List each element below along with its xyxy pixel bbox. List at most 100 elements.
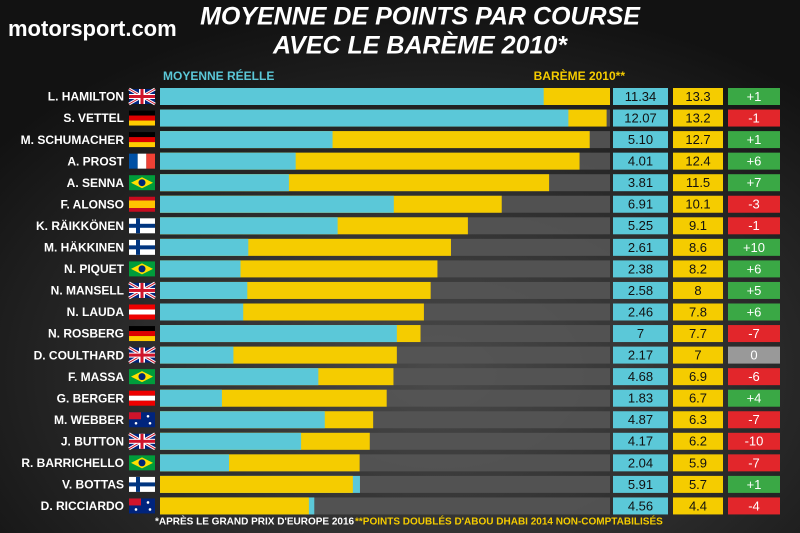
brand-logo: motorsport.com bbox=[8, 16, 177, 41]
difference-label: -4 bbox=[748, 498, 760, 513]
difference-cell bbox=[728, 238, 780, 256]
value-label: 4.56 bbox=[628, 498, 653, 513]
difference-label: +10 bbox=[743, 240, 765, 255]
value-label: 6.91 bbox=[628, 197, 653, 212]
value-cell bbox=[613, 238, 668, 256]
value-label: 6.3 bbox=[689, 412, 707, 427]
bar bbox=[160, 238, 249, 256]
difference-cell bbox=[728, 497, 780, 515]
flag bbox=[138, 265, 146, 273]
value-cell bbox=[613, 325, 668, 343]
value-cell bbox=[613, 411, 668, 429]
y-tick-label: N. PIQUET bbox=[64, 262, 125, 276]
value-label: 9.1 bbox=[689, 218, 707, 233]
bar bbox=[160, 217, 338, 235]
value-cell bbox=[673, 109, 723, 127]
bar bbox=[160, 497, 309, 515]
value-cell bbox=[673, 325, 723, 343]
flag bbox=[129, 353, 155, 357]
y-tick-label: F. ALONSO bbox=[60, 197, 124, 211]
difference-label: +1 bbox=[747, 132, 762, 147]
bar bbox=[160, 325, 397, 343]
chart-title: AVEC LE BARÈME 2010* bbox=[272, 31, 568, 60]
flag bbox=[134, 421, 138, 425]
flag bbox=[129, 336, 155, 342]
flag bbox=[138, 373, 146, 381]
bar bbox=[160, 432, 302, 450]
value-cell bbox=[613, 389, 668, 407]
flag bbox=[129, 482, 155, 487]
value-label: 2.46 bbox=[628, 304, 653, 319]
y-tick-label: S. VETTEL bbox=[63, 111, 124, 125]
value-cell bbox=[613, 303, 668, 321]
difference-cell bbox=[728, 174, 780, 192]
flag bbox=[148, 508, 152, 511]
value-cell bbox=[613, 454, 668, 472]
difference-label: -3 bbox=[748, 197, 760, 212]
difference-cell bbox=[728, 475, 780, 493]
difference-cell bbox=[728, 152, 780, 170]
value-label: 4.17 bbox=[628, 434, 653, 449]
bar bbox=[160, 281, 248, 299]
y-tick-label: A. PROST bbox=[67, 154, 124, 168]
y-tick-label: M. SCHUMACHER bbox=[21, 133, 125, 147]
difference-label: -1 bbox=[748, 218, 760, 233]
value-cell bbox=[673, 303, 723, 321]
value-label: 2.61 bbox=[628, 240, 653, 255]
y-tick-label: L. HAMILTON bbox=[48, 90, 124, 104]
flag bbox=[146, 501, 150, 504]
value-cell bbox=[613, 475, 668, 493]
y-tick-label: K. RÄIKKÖNEN bbox=[36, 218, 124, 233]
value-label: 6.7 bbox=[689, 391, 707, 406]
flag bbox=[138, 459, 146, 467]
difference-cell bbox=[728, 109, 780, 127]
bar bbox=[160, 174, 289, 192]
flag bbox=[148, 421, 152, 425]
value-label: 5.10 bbox=[628, 132, 653, 147]
value-cell bbox=[673, 88, 723, 105]
value-label: 8.6 bbox=[689, 240, 707, 255]
value-cell bbox=[673, 238, 723, 256]
bar bbox=[160, 303, 244, 321]
value-cell bbox=[613, 497, 668, 515]
difference-label: -6 bbox=[748, 369, 760, 384]
difference-label: +7 bbox=[747, 175, 762, 190]
value-cell bbox=[673, 131, 723, 149]
value-cell bbox=[613, 131, 668, 149]
value-cell bbox=[613, 195, 668, 213]
bar bbox=[160, 475, 353, 493]
flag bbox=[129, 132, 155, 138]
flag bbox=[129, 142, 155, 148]
flag bbox=[129, 115, 155, 121]
value-label: 8.2 bbox=[689, 261, 707, 276]
value-cell bbox=[673, 195, 723, 213]
flag bbox=[129, 153, 138, 169]
value-cell bbox=[673, 454, 723, 472]
value-cell bbox=[673, 281, 723, 299]
difference-cell bbox=[728, 217, 780, 235]
value-label: 2.38 bbox=[628, 261, 653, 276]
y-tick-label: G. BERGER bbox=[57, 391, 125, 405]
value-label: 12.07 bbox=[624, 110, 657, 125]
bar bbox=[160, 260, 241, 278]
flag bbox=[129, 390, 155, 396]
flag bbox=[129, 498, 141, 506]
bar bbox=[160, 454, 230, 472]
difference-cell bbox=[728, 368, 780, 386]
value-cell bbox=[613, 281, 668, 299]
y-tick-label: D. RICCIARDO bbox=[41, 499, 124, 513]
value-cell bbox=[613, 109, 668, 127]
value-label: 7 bbox=[694, 348, 701, 363]
difference-label: -7 bbox=[748, 326, 760, 341]
value-label: 5.91 bbox=[628, 477, 653, 492]
value-label: 4.01 bbox=[628, 154, 653, 169]
difference-cell bbox=[728, 281, 780, 299]
difference-label: -10 bbox=[745, 434, 764, 449]
value-label: 8 bbox=[694, 283, 701, 298]
footnote: *APRÈS LE GRAND PRIX D'EUROPE 2016 bbox=[155, 515, 355, 528]
value-cell bbox=[613, 346, 668, 364]
difference-cell bbox=[728, 303, 780, 321]
flag bbox=[129, 331, 155, 337]
legend-entry: MOYENNE RÉELLE bbox=[163, 68, 274, 83]
value-label: 2.17 bbox=[628, 348, 653, 363]
